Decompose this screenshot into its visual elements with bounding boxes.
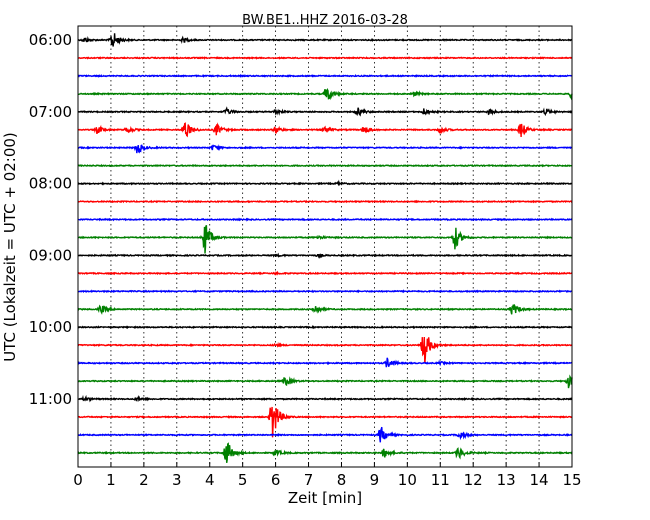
trace-1000 xyxy=(77,325,573,330)
plot-frame xyxy=(77,25,573,468)
x-tick-label: 13 xyxy=(497,471,516,489)
grid xyxy=(110,26,540,467)
y-tick-label: 07:00 xyxy=(29,103,72,121)
trace-0645 xyxy=(77,87,573,102)
trace-0600 xyxy=(77,33,573,47)
trace-0945 xyxy=(77,304,573,315)
trace-1045 xyxy=(77,374,573,389)
y-tick-label: 10:00 xyxy=(29,318,72,336)
trace-0700 xyxy=(77,106,573,117)
y-tick-label: 11:00 xyxy=(29,390,72,408)
trace-0915 xyxy=(78,270,573,276)
y-tick-label: 09:00 xyxy=(29,246,72,264)
trace-1100 xyxy=(78,394,573,403)
y-axis: 06:00 07:00 08:00 09:00 10:00 11:00 xyxy=(29,31,83,408)
x-tick-label: 1 xyxy=(106,471,116,489)
x-tick-label: 0 xyxy=(73,471,83,489)
trace-1015 xyxy=(77,336,573,364)
trace-0900 xyxy=(77,252,573,260)
x-tick-label: 3 xyxy=(172,471,182,489)
x-tick-label: 6 xyxy=(271,471,281,489)
x-axis: 0 1 2 3 4 5 6 7 8 9 10 11 12 13 14 15 xyxy=(73,462,582,489)
trace-0615 xyxy=(77,56,573,60)
trace-0800 xyxy=(77,179,573,187)
x-tick-label: 4 xyxy=(205,471,215,489)
trace-0730 xyxy=(77,144,573,154)
x-tick-label: 8 xyxy=(337,471,347,489)
trace-1030 xyxy=(77,357,573,368)
x-tick-label: 7 xyxy=(304,471,314,489)
y-axis-label: UTC (Lokalzeit = UTC + 02:00) xyxy=(1,132,19,362)
trace-0745 xyxy=(77,163,573,168)
x-tick-label: 2 xyxy=(139,471,149,489)
trace-1115 xyxy=(77,406,573,438)
x-tick-label: 14 xyxy=(530,471,549,489)
chart-title: BW.BE1..HHZ 2016-03-28 xyxy=(242,13,408,28)
x-tick-label: 15 xyxy=(562,471,581,489)
x-tick-label: 12 xyxy=(464,471,483,489)
y-tick-label: 06:00 xyxy=(29,31,72,49)
trace-1145 xyxy=(77,442,573,464)
x-axis-label: Zeit [min] xyxy=(288,489,362,507)
x-tick-label: 5 xyxy=(238,471,248,489)
x-tick-label: 11 xyxy=(431,471,450,489)
trace-0830 xyxy=(77,217,573,222)
trace-0715 xyxy=(77,122,573,138)
x-tick-label: 10 xyxy=(398,471,417,489)
trace-1130 xyxy=(77,426,573,443)
trace-0930 xyxy=(77,289,573,294)
y-tick-label: 08:00 xyxy=(29,175,72,193)
trace-0845 xyxy=(77,225,573,254)
trace-0630 xyxy=(77,73,572,78)
trace-0815 xyxy=(77,199,573,204)
x-tick-label: 9 xyxy=(370,471,380,489)
traces xyxy=(77,33,573,464)
